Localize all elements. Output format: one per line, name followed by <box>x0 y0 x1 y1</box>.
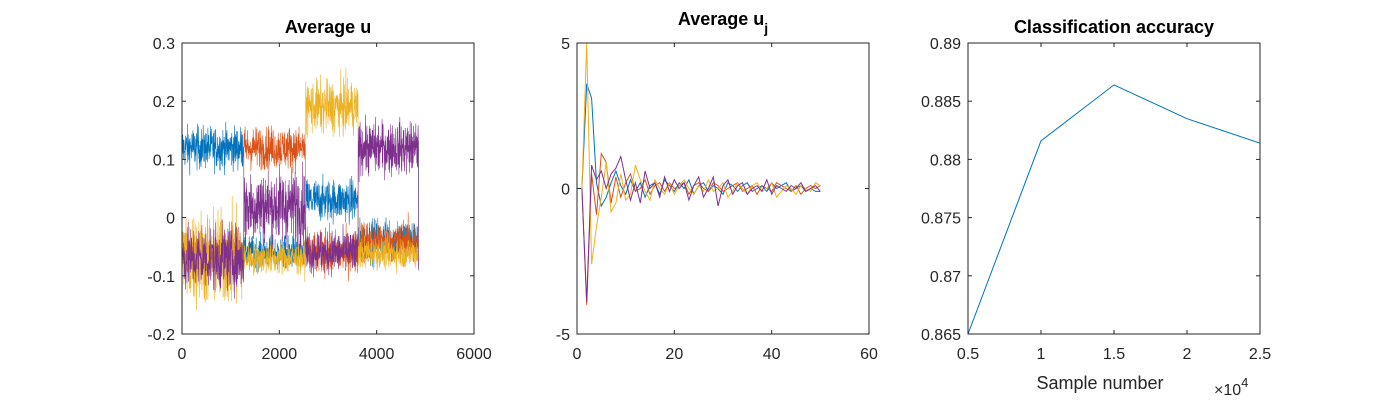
y-tick-label: 0.2 <box>153 94 175 111</box>
chart-title: Average u <box>285 17 371 37</box>
y-tick-label: 0.885 <box>921 94 961 111</box>
x-tick-label: 4000 <box>359 346 395 363</box>
chart-title: Classification accuracy <box>1014 17 1214 37</box>
y-tick-label: 0.865 <box>921 327 961 344</box>
y-tick-label: 0.1 <box>153 152 175 169</box>
x-tick-label: 40 <box>763 346 781 363</box>
x-axis-label: Sample number <box>1036 373 1163 393</box>
x-tick-label: 0.5 <box>957 346 979 363</box>
y-tick-label: 0.88 <box>930 152 961 169</box>
x-tick-label: 0 <box>178 346 187 363</box>
x-tick-label: 20 <box>665 346 683 363</box>
y-tick-label: 0.875 <box>921 211 961 228</box>
x-tick-label: 6000 <box>456 346 492 363</box>
series-line-4 <box>581 154 821 303</box>
x-tick-label: 2.5 <box>1249 346 1271 363</box>
chart-title: Average uj <box>678 9 768 36</box>
y-tick-label: -0.1 <box>147 269 175 286</box>
series-line-1 <box>581 83 821 208</box>
y-tick-label: -0.2 <box>147 327 175 344</box>
plot-3: 0.5 1 1.5 2 2.5 0.865 0.87 0.875 0.88 0.885 0.89 Cl… <box>921 17 1271 399</box>
y-tick-label: -5 <box>556 327 570 344</box>
y-tick-label: 0 <box>561 182 570 199</box>
x-exponent-power: 4 <box>1241 375 1248 390</box>
chart-title-main: Average u <box>678 9 764 29</box>
series-line-4 <box>182 114 419 299</box>
plot-1: 0 2000 4000 6000 -0.2 -0.1 0 0.1 0.2 0.3 Average u <box>147 17 491 363</box>
chart-title-subscript: j <box>763 20 768 36</box>
y-tick-label: 5 <box>561 36 570 53</box>
x-exponent-base: ×10 <box>1214 382 1241 399</box>
y-tick-label: 0.3 <box>153 36 175 53</box>
axes-box <box>181 42 475 335</box>
x-tick-label: 2000 <box>262 346 298 363</box>
plot-area <box>577 43 869 334</box>
y-tick-label: 0.89 <box>930 36 961 53</box>
y-tick-label: 0 <box>166 211 175 228</box>
x-tick-label: 2 <box>1183 346 1192 363</box>
x-tick-label: 60 <box>860 346 878 363</box>
x-tick-label: 0 <box>573 346 582 363</box>
x-tick-label: 1 <box>1037 346 1046 363</box>
y-tick-label: 0.87 <box>930 269 961 286</box>
plot-area <box>968 43 1260 334</box>
x-tick-label: 1.5 <box>1103 346 1125 363</box>
x-exponent-label: ×104 <box>1214 375 1248 399</box>
